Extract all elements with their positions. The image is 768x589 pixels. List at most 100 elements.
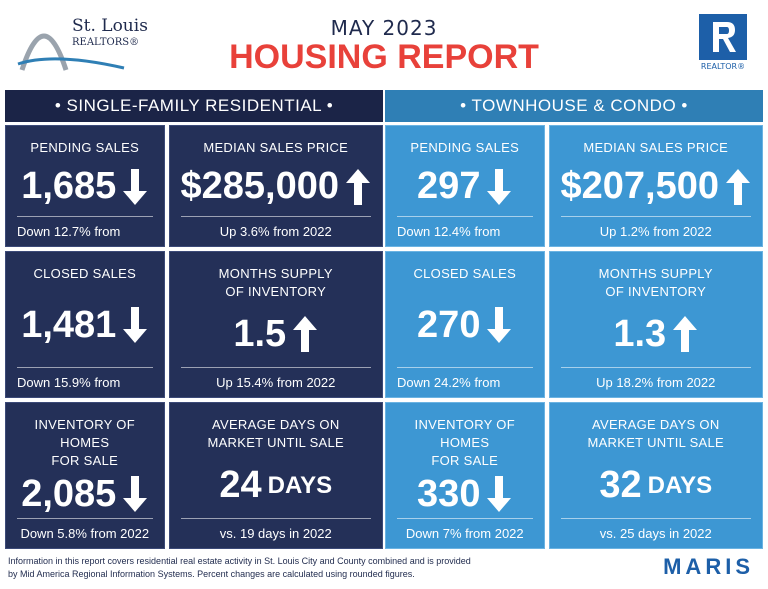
stat-label: MEDIAN SALES PRICE [583, 139, 728, 157]
stat-card: PENDING SALES 1,685 Down 12.7% from 2022 [5, 125, 165, 269]
stat-label: INVENTORY OF HOMES FOR SALE [17, 416, 153, 470]
stat-label: PENDING SALES [30, 139, 139, 157]
stat-label: CLOSED SALES [413, 265, 516, 283]
stat-value: $285,000 [181, 157, 372, 216]
arrow-down [123, 168, 148, 205]
stat-label-line: MEDIAN SALES PRICE [203, 140, 349, 155]
separator [17, 216, 153, 217]
separator [180, 518, 371, 519]
stat-value: $207,500 [561, 157, 752, 216]
report-title: HOUSING REPORT [229, 38, 539, 76]
stat-label-line: INVENTORY OF HOMES [414, 417, 515, 450]
separator [560, 367, 751, 368]
stat-value: 2,085 [21, 470, 148, 518]
stat-unit: DAYS [647, 472, 713, 499]
arrow-up [726, 168, 750, 205]
arrow-down [487, 476, 512, 512]
card-grid: PENDING SALES 1,685 Down 12.7% from 2022 ME… [5, 122, 383, 549]
stat-note: vs. 19 days in 2022 [219, 526, 332, 541]
stat-label-line: FOR SALE [51, 453, 119, 468]
separator [180, 367, 371, 368]
stat-label-line: AVERAGE DAYS ON [591, 417, 720, 432]
stat-value: 32 DAYS [599, 452, 712, 518]
stat-number: 1.5 [233, 312, 287, 355]
brand: MARIS [663, 554, 754, 579]
stat-number: 32 [599, 463, 642, 506]
stat-label: MONTHS SUPPLY OF INVENTORY [219, 265, 333, 301]
stat-number: 24 [219, 463, 262, 506]
stat-label-line: PENDING SALES [30, 140, 140, 155]
stat-note: Down 5.8% from 2022 [20, 526, 150, 541]
stat-card: MONTHS SUPPLY OF INVENTORY 1.3 Up 18.2% fro… [548, 251, 763, 398]
arrow-up [673, 316, 698, 352]
realtor-badge: REALTOR® [697, 14, 749, 71]
separator [397, 367, 533, 368]
separator [560, 216, 751, 217]
separator [17, 367, 153, 368]
stat-number: $207,500 [560, 165, 720, 207]
section: • SINGLE-FAMILY RESIDENTIAL • PENDING SAL… [5, 90, 383, 549]
stat-note: Down 12.4% from 2022 [397, 224, 501, 269]
stat-label-line: MEDIAN SALES PRICE [583, 140, 729, 155]
stat-card: MONTHS SUPPLY OF INVENTORY 1.5 Up 15.4% fro… [168, 251, 383, 398]
stat-label-line: OF INVENTORY [225, 284, 327, 299]
stat-note: Down 15.9% from 2022 [17, 375, 121, 420]
badge-icon [713, 22, 736, 52]
card-grid: PENDING SALES 297 Down 12.4% from 2022 MEDI… [385, 122, 763, 549]
arrow-up [293, 316, 318, 352]
stat-number: 1,685 [21, 165, 117, 207]
stat-note: Down 7% from 2022 [405, 526, 524, 541]
stat-value: 1,481 [21, 283, 148, 367]
separator [397, 216, 533, 217]
stat-card: PENDING SALES 297 Down 12.4% from 2022 [385, 125, 545, 269]
arrow-down [487, 168, 512, 205]
section-title: • TOWNHOUSE & CONDO • [385, 90, 763, 122]
stat-number: 1.3 [613, 312, 667, 355]
stat-label-line: MONTHS SUPPLY [598, 266, 713, 281]
stat-label-line: MARKET UNTIL SALE [587, 435, 725, 450]
logo-arch [17, 33, 125, 71]
stat-card: INVENTORY OF HOMES FOR SALE 2,085 Down 5.8%… [5, 402, 165, 549]
stat-label-line: CLOSED SALES [33, 266, 137, 281]
stat-label: MONTHS SUPPLY OF INVENTORY [599, 265, 713, 301]
stat-label-line: AVERAGE DAYS ON [211, 417, 340, 432]
stat-label-line: FOR SALE [431, 453, 499, 468]
stat-label-line: CLOSED SALES [413, 266, 517, 281]
stat-note: Up 15.4% from 2022 [216, 375, 336, 390]
stat-label-line: OF INVENTORY [605, 284, 707, 299]
stat-note: Up 3.6% from 2022 [219, 224, 332, 239]
logo-sub: REALTORS® [72, 37, 140, 48]
stat-note: Down 24.2% from 2022 [397, 375, 501, 420]
arrow-up [346, 168, 370, 205]
stat-note: Down 12.7% from 2022 [17, 224, 121, 269]
stat-unit: DAYS [267, 472, 333, 499]
stat-card: AVERAGE DAYS ON MARKET UNTIL SALE 24 DAYS vs… [168, 402, 383, 549]
stat-card: MEDIAN SALES PRICE $285,000 Up 3.6% from 2… [168, 125, 383, 247]
stat-number: 2,085 [21, 472, 117, 515]
stat-number: 270 [417, 303, 481, 346]
stat-card: AVERAGE DAYS ON MARKET UNTIL SALE 32 DAYS vs… [548, 402, 763, 549]
badge-box [699, 14, 747, 60]
stat-card: CLOSED SALES 270 Down 24.2% from 2022 [385, 251, 545, 420]
separator [17, 518, 153, 519]
stat-label-line: PENDING SALES [410, 140, 520, 155]
stat-value: 330 [417, 470, 512, 518]
stat-number: 1,481 [21, 303, 117, 346]
report-month: MAY 2023 [330, 16, 438, 40]
stat-label: CLOSED SALES [33, 265, 136, 283]
stat-value: 1.3 [613, 301, 698, 367]
stat-label: AVERAGE DAYS ON MARKET UNTIL SALE [207, 416, 344, 452]
stat-card: INVENTORY OF HOMES FOR SALE 330 Down 7% fro… [385, 402, 545, 549]
stat-note: Up 18.2% from 2022 [596, 375, 716, 390]
stat-value: 270 [417, 283, 512, 367]
disclaimer: Information in this report covers reside… [8, 555, 471, 581]
arrow-down [123, 476, 148, 512]
stat-value: 1.5 [233, 301, 318, 367]
stat-label-line: MARKET UNTIL SALE [207, 435, 345, 450]
stat-label-line: MONTHS SUPPLY [218, 266, 333, 281]
stat-label-line: INVENTORY OF HOMES [34, 417, 135, 450]
stat-value: 24 DAYS [219, 452, 332, 518]
disclaimer-line: by Mid America Regional Information Syst… [8, 569, 415, 579]
separator [560, 518, 751, 519]
stat-label: INVENTORY OF HOMES FOR SALE [397, 416, 533, 470]
